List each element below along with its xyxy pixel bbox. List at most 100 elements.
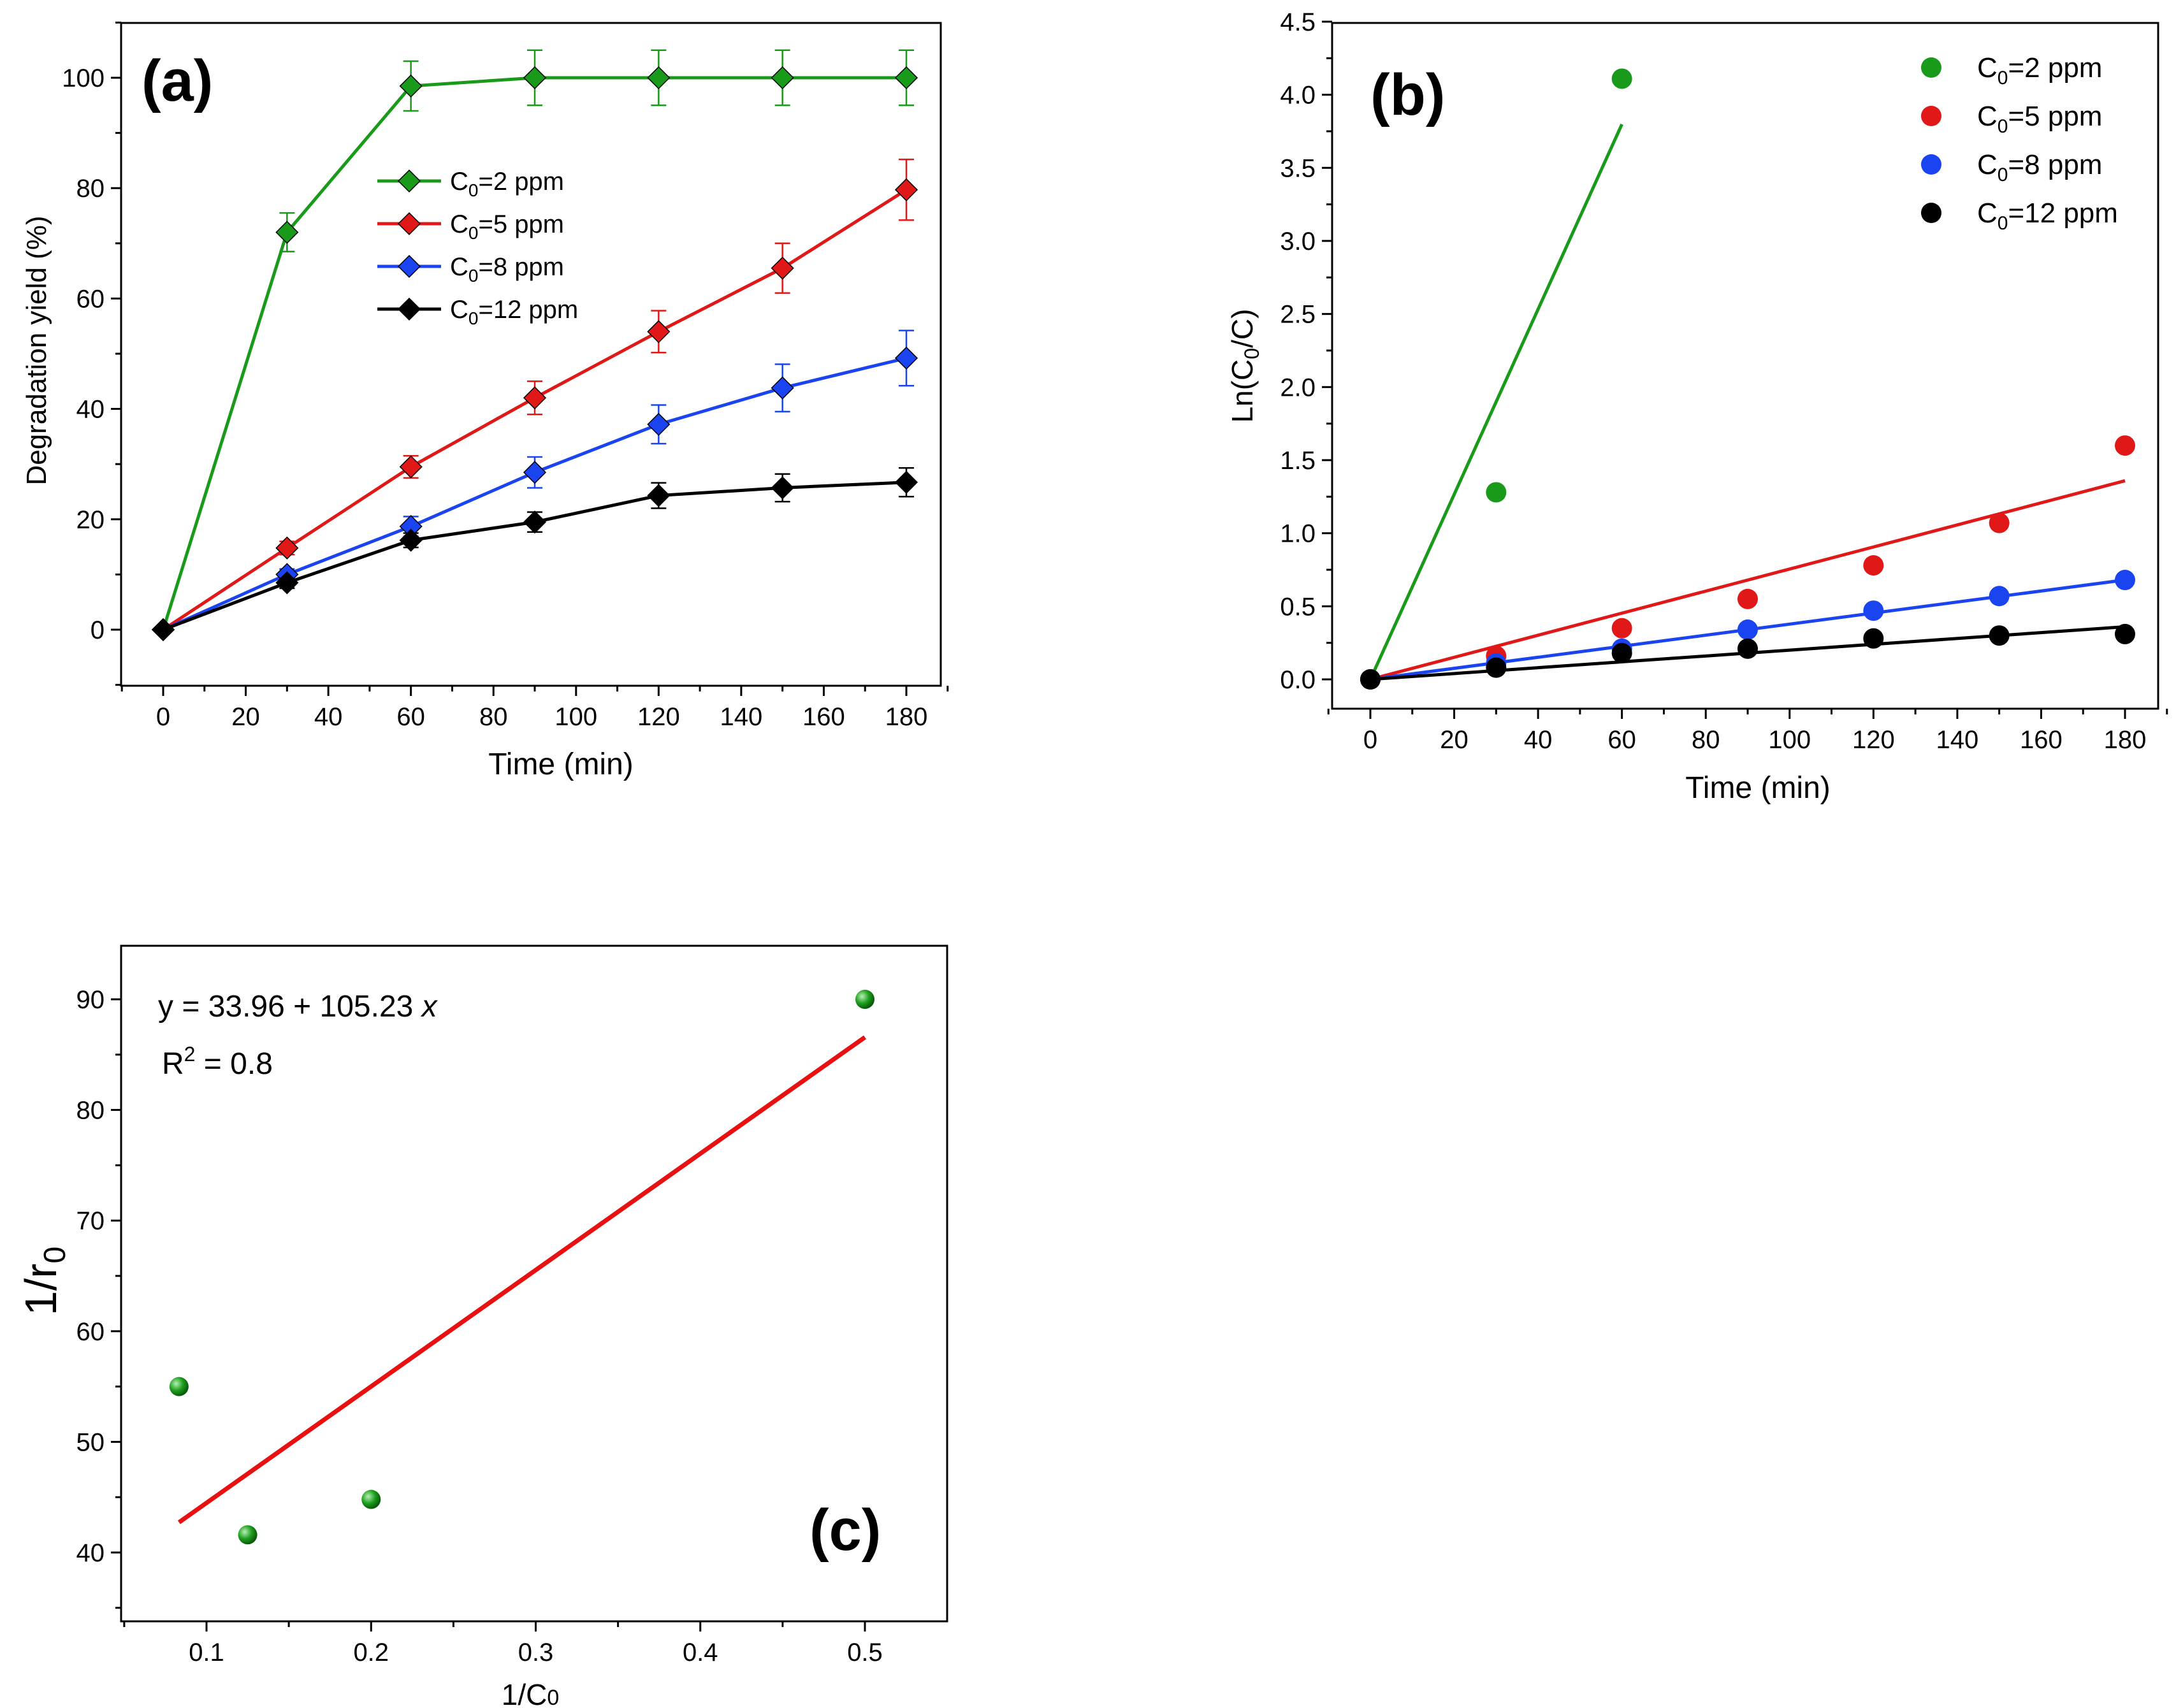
b-ytick-label: 0.0 xyxy=(1280,666,1316,694)
a-legend-marker xyxy=(397,169,421,193)
b-legend-label: C0=5 ppm xyxy=(1977,101,2102,137)
b-point xyxy=(1737,619,1758,640)
panel-b-ylabel: Ln(C0/C) xyxy=(1226,309,1263,423)
a-point xyxy=(894,346,918,370)
b-legend-label: C0=2 ppm xyxy=(1977,52,2102,89)
b-legend-marker xyxy=(1921,106,1941,126)
b-point xyxy=(2115,435,2135,456)
a-xtick-label: 60 xyxy=(396,703,425,731)
b-point xyxy=(2115,570,2135,591)
panel-a-axes: 0 20 40 60 80 100 120 140 160 180 0 20 40 60 80 100 xyxy=(62,21,949,731)
panel-a-xlabel: Time (min) xyxy=(488,748,634,781)
b-point xyxy=(1989,512,2010,533)
a-point xyxy=(771,256,794,280)
a-point xyxy=(523,66,547,90)
b-legend-label: C0=12 ppm xyxy=(1977,198,2118,234)
a-point xyxy=(523,510,547,534)
panel-c-r2-main: R xyxy=(162,1047,184,1081)
a-xtick-label: 20 xyxy=(231,703,260,731)
b-point xyxy=(1737,588,1758,609)
b-ytick-label: 3.5 xyxy=(1280,154,1316,182)
c-ytick-label: 80 xyxy=(76,1097,105,1125)
a-ytick-label: 20 xyxy=(76,506,105,534)
a-xtick-label: 80 xyxy=(479,703,508,731)
a-point xyxy=(523,461,547,484)
panel-b-frame xyxy=(1331,22,2159,710)
a-point xyxy=(894,470,918,494)
b-point xyxy=(1989,586,2010,607)
b-xtick-label: 0 xyxy=(1363,726,1377,754)
a-point xyxy=(894,66,918,90)
a-legend-marker xyxy=(397,254,421,279)
panel-c: 0.1 0.2 0.3 0.4 0.5 40 50 60 70 80 90 (c) y = 33.9… xyxy=(16,944,948,1708)
b-xtick-label: 140 xyxy=(1936,726,1979,754)
b-ytick-label: 2.5 xyxy=(1280,301,1316,329)
b-point xyxy=(2115,623,2135,644)
b-legend-marker xyxy=(1921,154,1941,175)
panel-b: 0 20 40 60 80 100 120 140 160 180 0.0 0.5 1.0 1.5 2.0 2… xyxy=(1226,8,2168,805)
a-xtick-label: 120 xyxy=(637,703,680,731)
c-ytick-label: 50 xyxy=(76,1428,105,1456)
b-xtick-label: 120 xyxy=(1852,726,1895,754)
a-legend-label: C0=12 ppm xyxy=(450,296,578,328)
a-xtick-label: 180 xyxy=(885,703,928,731)
panel-b-ylabel-main: Ln(C xyxy=(1226,359,1259,423)
c-xtick-label: 0.5 xyxy=(847,1639,883,1667)
c-xtick-label: 0.1 xyxy=(189,1639,224,1667)
a-xtick-label: 140 xyxy=(720,703,763,731)
panel-c-ylabel-main: 1/r xyxy=(16,1264,66,1316)
b-point xyxy=(1486,482,1507,503)
a-point xyxy=(647,412,671,436)
a-xtick-label: 40 xyxy=(314,703,343,731)
a-ytick-label: 0 xyxy=(91,616,105,644)
b-ytick-label: 1.5 xyxy=(1280,447,1316,475)
a-point xyxy=(523,386,547,410)
a-point xyxy=(151,618,175,642)
panel-c-r2: R2 = 0.8 xyxy=(162,1043,273,1081)
panel-c-series xyxy=(169,990,874,1545)
b-xtick-label: 80 xyxy=(1692,726,1720,754)
b-point xyxy=(1611,642,1632,663)
panel-a-series xyxy=(151,49,918,642)
a-xtick-label: 160 xyxy=(802,703,845,731)
panel-a: 0 20 40 60 80 100 120 140 160 180 0 20 40 60 80 100 (a)… xyxy=(21,21,949,781)
b-point xyxy=(1863,628,1884,649)
panel-c-equation: y = 33.96 + 105.23 x xyxy=(158,990,439,1024)
a-point xyxy=(771,376,794,400)
panel-c-equation-text: y = 33.96 + 105.23 xyxy=(158,990,422,1024)
b-ytick-label: 2.0 xyxy=(1280,373,1316,402)
c-ytick-label: 90 xyxy=(76,986,105,1014)
c-ytick-label: 60 xyxy=(76,1318,105,1346)
panel-a-ylabel: Degradation yield (%) xyxy=(21,215,52,485)
b-ytick-label: 4.5 xyxy=(1280,8,1316,36)
a-legend-label: C0=2 ppm xyxy=(450,168,564,200)
panel-c-r2-rest: = 0.8 xyxy=(195,1047,272,1081)
panel-b-xlabel: Time (min) xyxy=(1685,771,1831,805)
b-point xyxy=(1611,618,1632,639)
b-ytick-label: 4.0 xyxy=(1280,82,1316,110)
panel-a-legend: C0=2 ppm C0=5 ppm C0=8 ppm C0=12 ppm xyxy=(377,168,578,328)
c-point xyxy=(361,1489,381,1509)
a-xtick-label: 100 xyxy=(555,703,597,731)
b-xtick-label: 160 xyxy=(2020,726,2063,754)
a-ytick-label: 60 xyxy=(76,285,105,313)
b-point xyxy=(1611,68,1632,89)
b-point xyxy=(1737,638,1758,659)
panel-c-r2-sup: 2 xyxy=(184,1043,196,1066)
a-point xyxy=(771,476,794,500)
b-legend-label: C0=8 ppm xyxy=(1977,149,2102,185)
c-xtick-label: 0.2 xyxy=(353,1639,389,1667)
c-xtick-label: 0.3 xyxy=(518,1639,554,1667)
a-ytick-label: 80 xyxy=(76,175,105,203)
a-legend-marker xyxy=(397,297,421,321)
c-xtick-label: 0.4 xyxy=(683,1639,718,1667)
panel-c-axes: 0.1 0.2 0.3 0.4 0.5 40 50 60 70 80 90 xyxy=(76,986,883,1667)
a-ytick-label: 40 xyxy=(76,396,105,424)
a-ytick-label: 100 xyxy=(62,64,105,92)
b-point xyxy=(1863,600,1884,621)
b-ytick-label: 0.5 xyxy=(1280,593,1316,621)
a-point xyxy=(647,66,671,90)
b-point xyxy=(1863,555,1884,576)
